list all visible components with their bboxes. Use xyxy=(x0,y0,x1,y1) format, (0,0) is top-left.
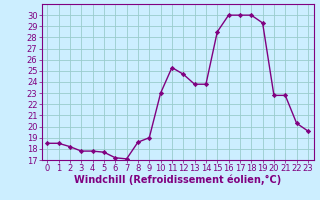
X-axis label: Windchill (Refroidissement éolien,°C): Windchill (Refroidissement éolien,°C) xyxy=(74,175,281,185)
